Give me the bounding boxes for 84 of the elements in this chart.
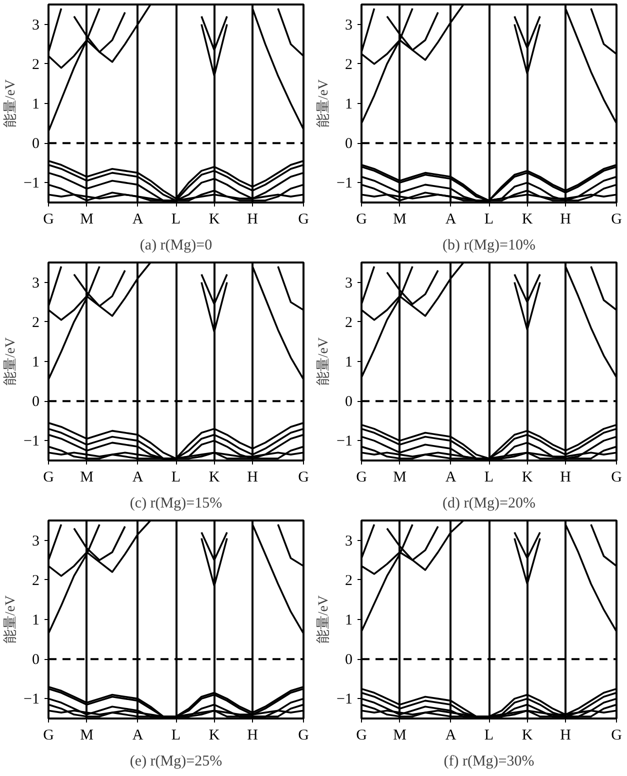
x-tick-label: G bbox=[611, 728, 622, 744]
y-tick-label: 0 bbox=[345, 394, 352, 410]
y-tick-label: 3 bbox=[345, 17, 352, 34]
text: (c) r(Mg)=15% bbox=[130, 496, 222, 512]
x-tick-label: M bbox=[393, 470, 406, 486]
x-tick-label: H bbox=[560, 470, 572, 486]
x-tick-label: G bbox=[43, 212, 54, 228]
y-axis-title: 能量/eV bbox=[316, 79, 332, 128]
y-axis-title: 能量/eV bbox=[2, 595, 19, 644]
x-tick-label: A bbox=[445, 728, 456, 744]
x-tick-label: K bbox=[522, 470, 533, 486]
x-tick-label: M bbox=[80, 470, 94, 486]
y-tick-label: 1 bbox=[345, 354, 352, 370]
text: (a) r(Mg)=0 bbox=[140, 238, 212, 254]
y-tick-label: 3 bbox=[32, 533, 40, 550]
text: (d) r(Mg)=20% bbox=[442, 496, 536, 512]
x-tick-label: K bbox=[208, 728, 220, 744]
x-tick-label: A bbox=[132, 212, 144, 228]
x-tick-label: H bbox=[247, 728, 258, 744]
x-tick-label: H bbox=[560, 212, 572, 228]
y-tick-label: 2 bbox=[345, 572, 352, 589]
y-tick-label: 1 bbox=[32, 354, 40, 370]
y-tick-label: −1 bbox=[24, 692, 40, 708]
x-tick-label: M bbox=[80, 212, 94, 228]
y-axis-title: 能量/eV bbox=[2, 337, 19, 386]
y-tick-label: 1 bbox=[32, 96, 40, 112]
x-tick-label: L bbox=[484, 728, 494, 744]
x-tick-label: A bbox=[132, 470, 144, 486]
y-axis-title: 能量/eV bbox=[316, 595, 332, 644]
y-tick-label: 3 bbox=[32, 275, 40, 292]
y-tick-label: 0 bbox=[32, 136, 40, 152]
x-tick-label: M bbox=[80, 728, 94, 744]
y-tick-label: −1 bbox=[24, 434, 40, 450]
y-tick-label: −1 bbox=[336, 692, 353, 708]
y-tick-label: 2 bbox=[345, 56, 352, 73]
y-tick-label: 1 bbox=[345, 96, 352, 112]
x-tick-label: K bbox=[208, 212, 220, 228]
x-tick-label: H bbox=[247, 212, 258, 228]
text: (f) r(Mg)=30% bbox=[444, 754, 534, 770]
x-tick-label: G bbox=[356, 728, 368, 744]
x-tick-label: G bbox=[43, 470, 54, 486]
y-tick-label: 1 bbox=[345, 612, 352, 628]
x-tick-label: L bbox=[171, 470, 181, 486]
x-tick-label: H bbox=[560, 728, 572, 744]
x-tick-label: K bbox=[522, 212, 533, 228]
x-tick-label: A bbox=[445, 470, 456, 486]
x-tick-label: K bbox=[208, 470, 220, 486]
y-tick-label: 2 bbox=[32, 56, 40, 73]
y-tick-label: 2 bbox=[32, 314, 40, 331]
y-axis-title: 能量/eV bbox=[316, 337, 332, 386]
y-tick-label: 1 bbox=[32, 612, 40, 628]
x-tick-label: G bbox=[298, 470, 310, 486]
x-tick-label: M bbox=[393, 212, 406, 228]
x-tick-label: G bbox=[356, 470, 368, 486]
x-tick-label: L bbox=[171, 728, 181, 744]
y-tick-label: 2 bbox=[345, 314, 352, 331]
x-tick-label: L bbox=[484, 212, 494, 228]
x-tick-label: H bbox=[247, 470, 258, 486]
x-tick-label: G bbox=[43, 728, 54, 744]
y-tick-label: 2 bbox=[32, 572, 40, 589]
x-tick-label: A bbox=[445, 212, 456, 228]
x-tick-label: G bbox=[298, 728, 310, 744]
y-axis-title: 能量/eV bbox=[2, 79, 19, 128]
y-tick-label: 3 bbox=[345, 533, 352, 550]
x-tick-label: M bbox=[393, 728, 406, 744]
x-tick-label: G bbox=[356, 212, 368, 228]
x-tick-label: G bbox=[611, 470, 622, 486]
text: (e) r(Mg)=25% bbox=[130, 754, 222, 770]
x-tick-label: K bbox=[522, 728, 533, 744]
y-tick-label: 0 bbox=[32, 652, 40, 668]
y-tick-label: 3 bbox=[32, 17, 40, 34]
y-tick-label: 0 bbox=[345, 136, 352, 152]
x-tick-label: A bbox=[132, 728, 144, 744]
y-tick-label: −1 bbox=[336, 176, 353, 192]
x-tick-label: G bbox=[298, 212, 310, 228]
y-tick-label: −1 bbox=[24, 176, 40, 192]
y-tick-label: 0 bbox=[345, 652, 352, 668]
y-tick-label: 3 bbox=[345, 275, 352, 292]
y-tick-label: −1 bbox=[336, 434, 353, 450]
x-tick-label: L bbox=[484, 470, 494, 486]
x-tick-label: G bbox=[611, 212, 622, 228]
y-tick-label: 0 bbox=[32, 394, 40, 410]
text: (b) r(Mg)=10% bbox=[442, 238, 536, 254]
x-tick-label: L bbox=[171, 212, 181, 228]
